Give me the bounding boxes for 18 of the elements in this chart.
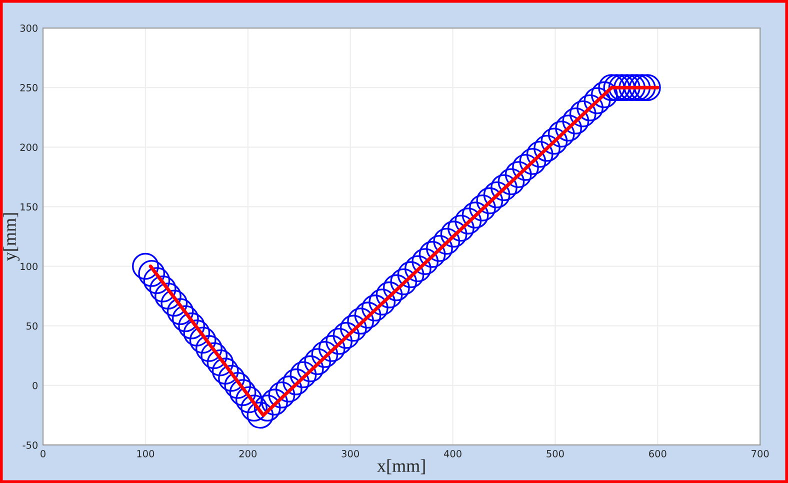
y-tick-label: 250 bbox=[20, 84, 38, 92]
x-tick-label: 100 bbox=[137, 450, 154, 458]
x-tick-label: 200 bbox=[239, 450, 257, 458]
x-axis-title: x[mm] bbox=[377, 459, 425, 474]
y-tick-label: 300 bbox=[20, 24, 38, 32]
y-tick-label: -50 bbox=[22, 441, 38, 449]
y-tick-label: 0 bbox=[32, 382, 38, 390]
y-axis-title: y[mm] bbox=[3, 213, 20, 261]
x-tick-label: 400 bbox=[444, 450, 462, 458]
x-tick-label: 600 bbox=[649, 450, 666, 458]
y-tick-label: 100 bbox=[20, 262, 38, 270]
x-tick-label: 300 bbox=[342, 450, 359, 458]
x-tick-label: 0 bbox=[40, 450, 46, 458]
x-tick-label: 700 bbox=[752, 450, 769, 458]
y-tick-label: 50 bbox=[26, 322, 38, 330]
y-tick-label: 200 bbox=[20, 144, 38, 151]
y-tick-label: 150 bbox=[20, 203, 38, 211]
x-tick-label: 500 bbox=[546, 450, 564, 458]
